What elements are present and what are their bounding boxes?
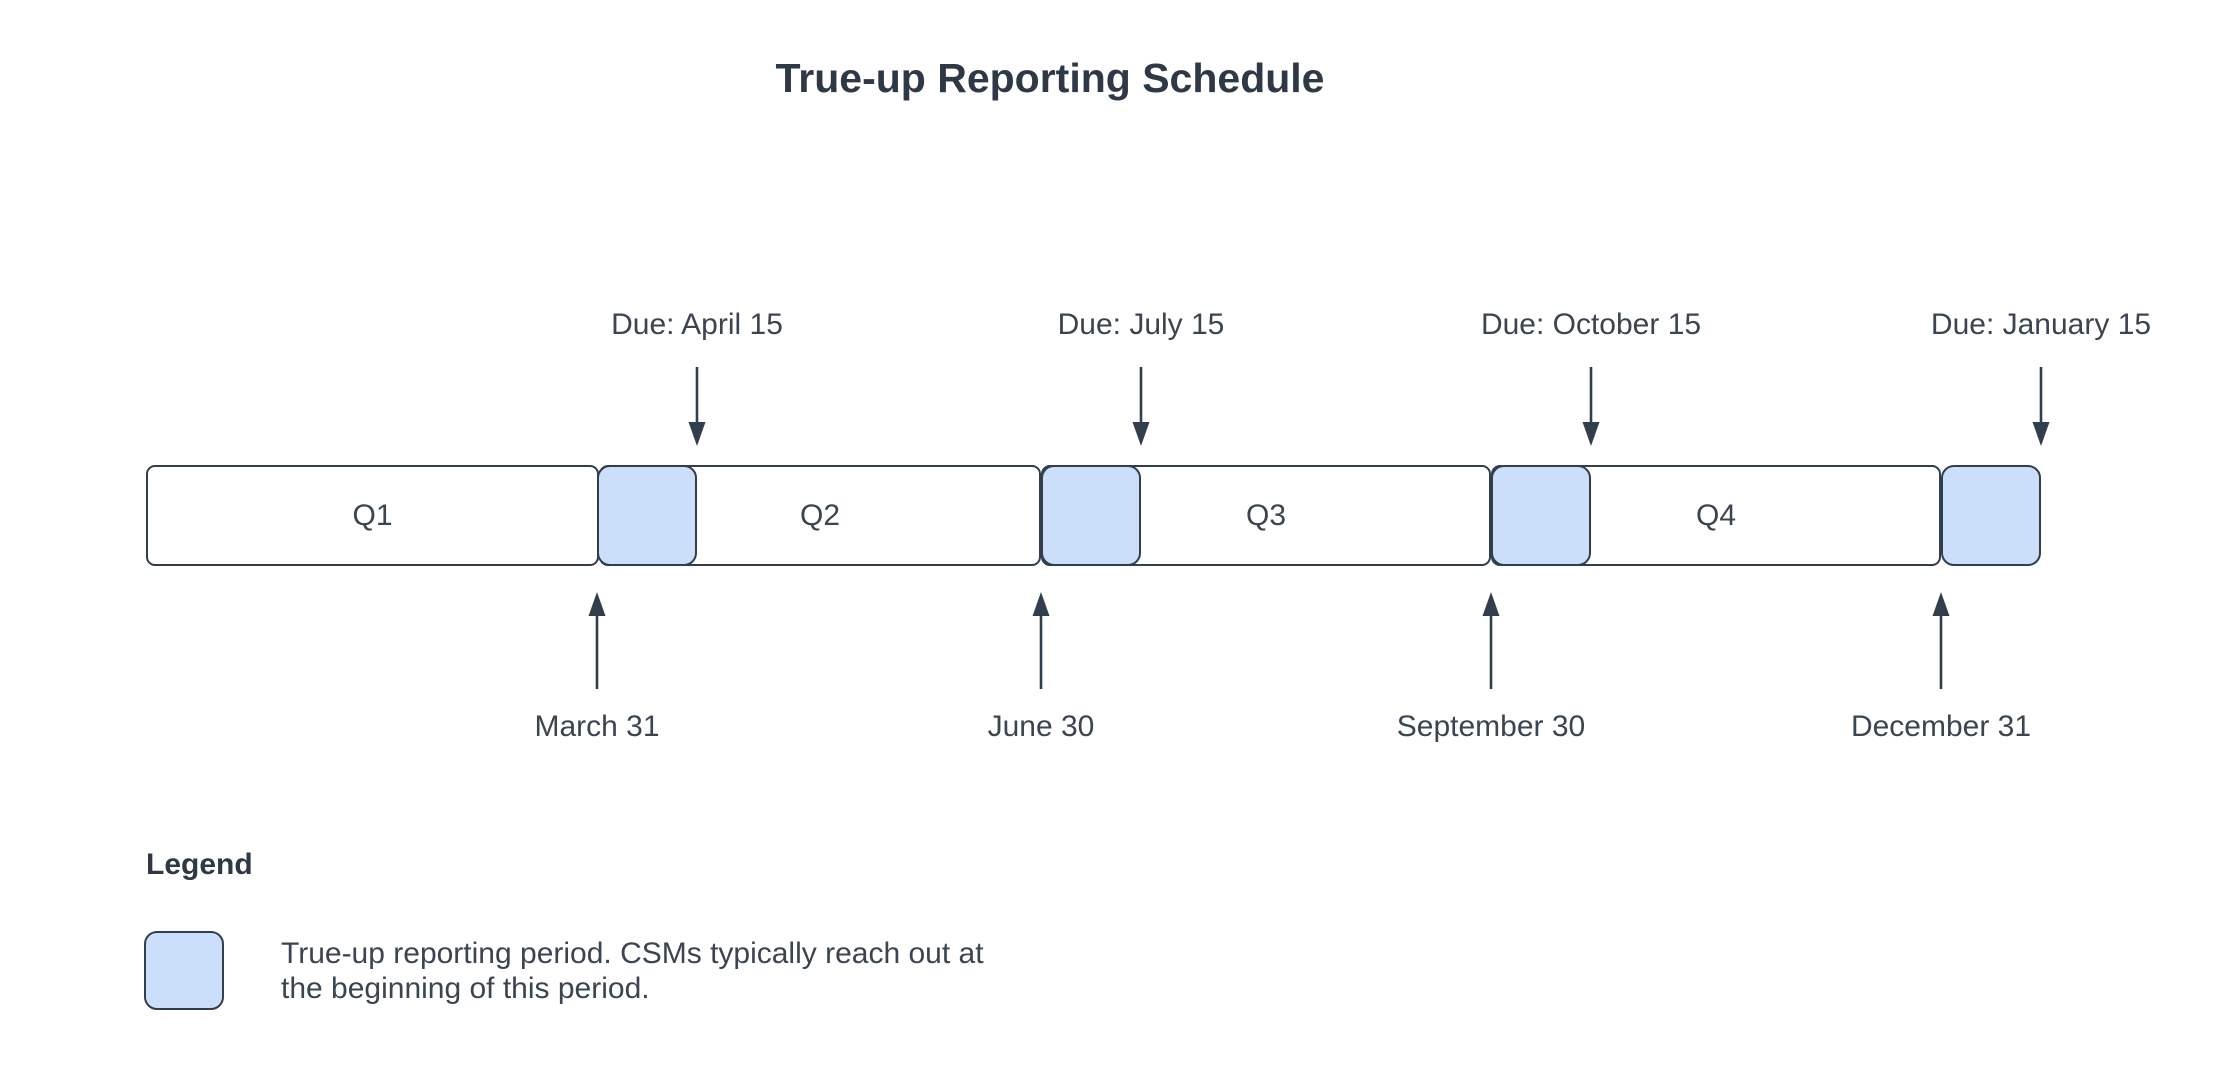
date-label-june-30: June 30 — [987, 710, 1095, 743]
quarter-label-q1: Q1 — [352, 498, 393, 532]
due-label-october-15: Due: October 15 — [1480, 308, 1702, 341]
arrow-up-icon — [1482, 592, 1500, 689]
trueup-period-box-4 — [1941, 465, 2041, 566]
arrow-down-icon — [688, 367, 706, 446]
legend-description-line-2: the beginning of this period. — [281, 972, 650, 1005]
trueup-period-box-3 — [1491, 465, 1591, 566]
trueup-period-box-2 — [1041, 465, 1141, 566]
arrow-up-icon — [588, 592, 606, 689]
trueup-period-box-1 — [597, 465, 697, 566]
quarter-label-q3: Q3 — [1245, 498, 1287, 532]
date-label-september-30: September 30 — [1396, 710, 1586, 743]
due-label-april-15: Due: April 15 — [611, 308, 783, 341]
arrow-up-icon — [1032, 592, 1050, 689]
due-label-january-15: Due: January 15 — [1930, 308, 2152, 341]
arrow-down-icon — [1132, 367, 1150, 446]
quarter-label-q4: Q4 — [1695, 498, 1737, 532]
legend-description-line-1: True-up reporting period. CSMs typically… — [281, 937, 984, 970]
arrow-down-icon — [2032, 367, 2050, 446]
quarter-label-q2: Q2 — [799, 498, 841, 532]
due-label-july-15: Due: July 15 — [1057, 308, 1225, 341]
date-label-december-31: December 31 — [1850, 710, 2032, 743]
arrow-up-icon — [1932, 592, 1950, 689]
legend-description: True-up reporting period. CSMs typically… — [281, 936, 984, 1006]
quarter-box-q1: Q1 — [146, 465, 599, 566]
legend-swatch — [144, 931, 224, 1010]
legend-heading: Legend — [146, 848, 253, 881]
date-label-march-31: March 31 — [534, 710, 660, 743]
diagram-title: True-up Reporting Schedule — [775, 55, 1325, 101]
arrow-down-icon — [1582, 367, 1600, 446]
